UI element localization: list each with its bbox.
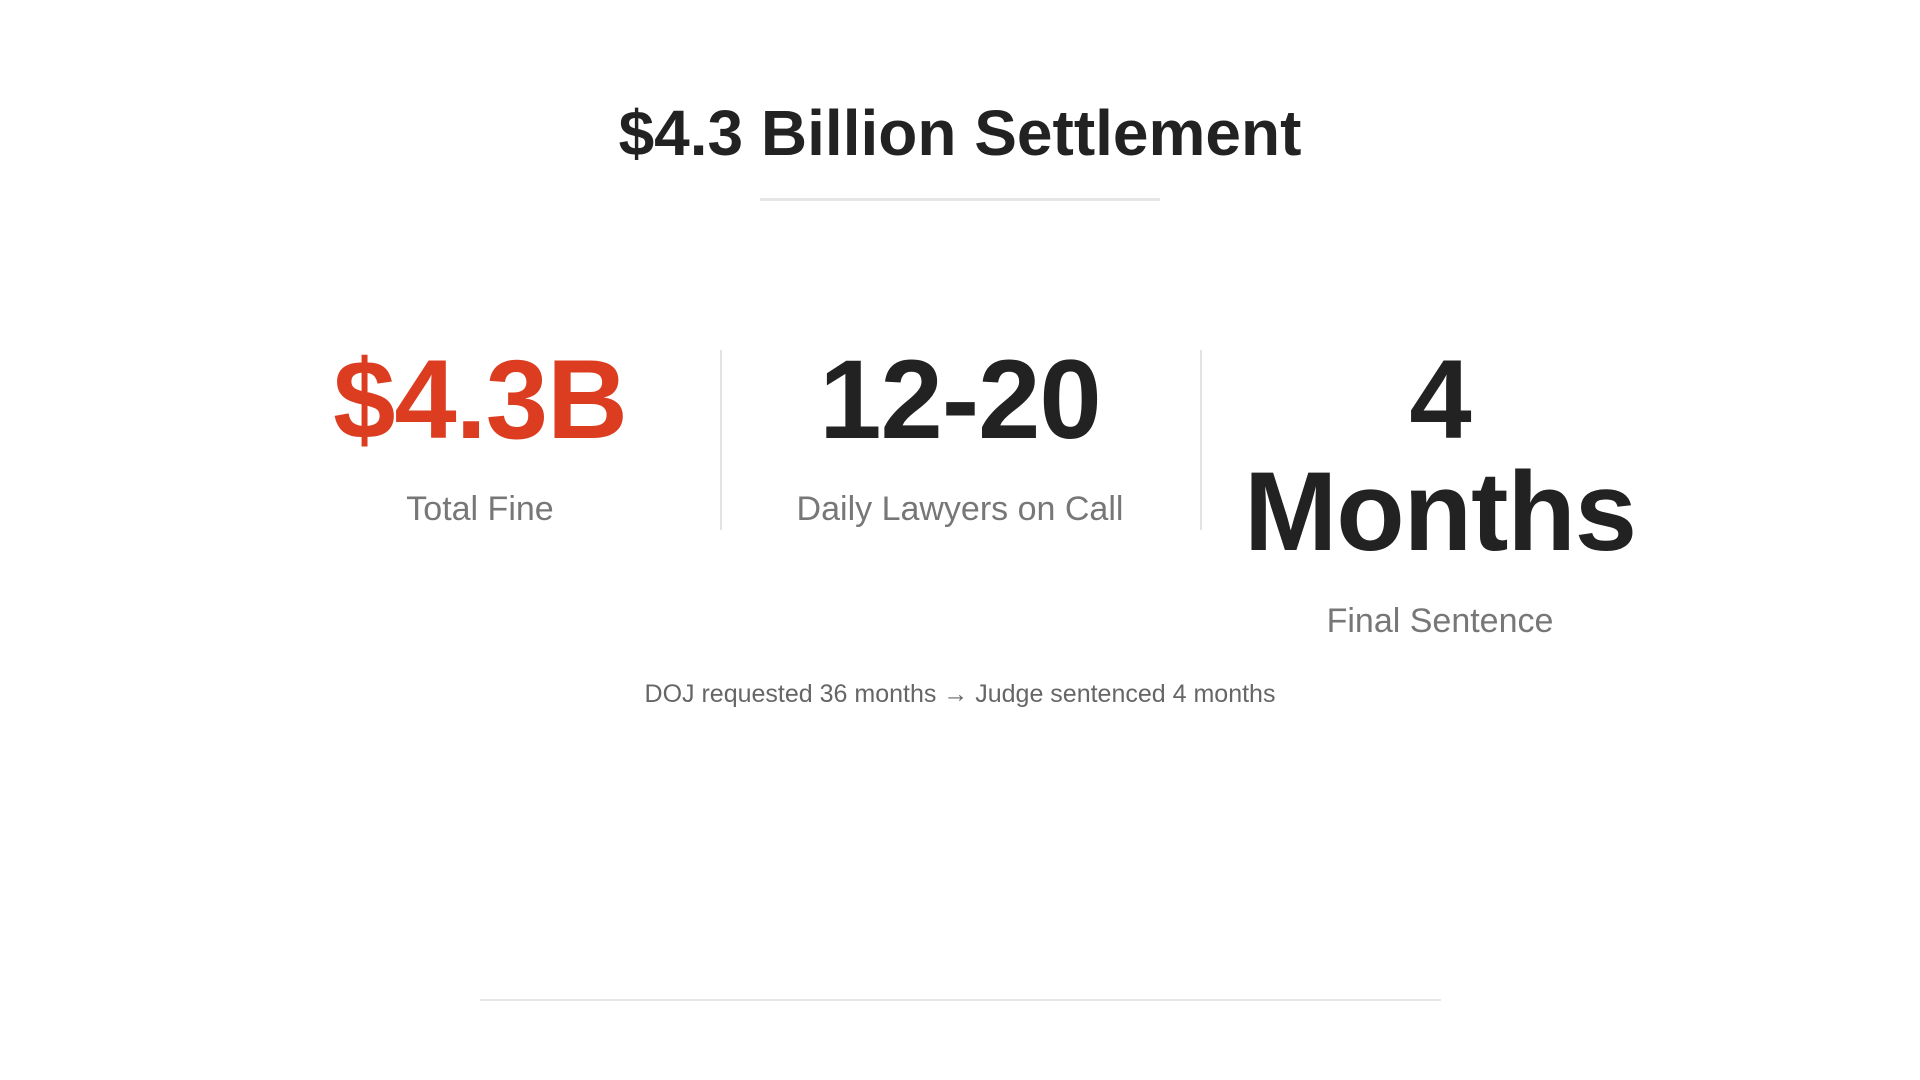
stat-final-sentence: 4 Months Final Sentence — [1200, 330, 1680, 640]
stat-value: 12-20 — [819, 337, 1101, 462]
page-title: $4.3 Billion Settlement — [618, 97, 1302, 169]
stat-total-fine: $4.3B Total Fine — [240, 330, 720, 530]
stat-label: Final Sentence — [1326, 602, 1554, 640]
bottom-divider — [480, 999, 1441, 1001]
title-divider — [760, 198, 1160, 201]
stat-label: Daily Lawyers on Call — [796, 490, 1124, 528]
stats-row: $4.3B Total Fine 12-20 Daily Lawyers on … — [240, 330, 1680, 641]
sentence-note: DOJ requested 36 months → Judge sentence… — [644, 680, 1276, 708]
stat-value: $4.3B — [333, 337, 628, 462]
stat-label: Total Fine — [406, 490, 554, 528]
stat-daily-lawyers: 12-20 Daily Lawyers on Call — [720, 330, 1200, 530]
stat-value: 4 Months — [1243, 337, 1637, 574]
